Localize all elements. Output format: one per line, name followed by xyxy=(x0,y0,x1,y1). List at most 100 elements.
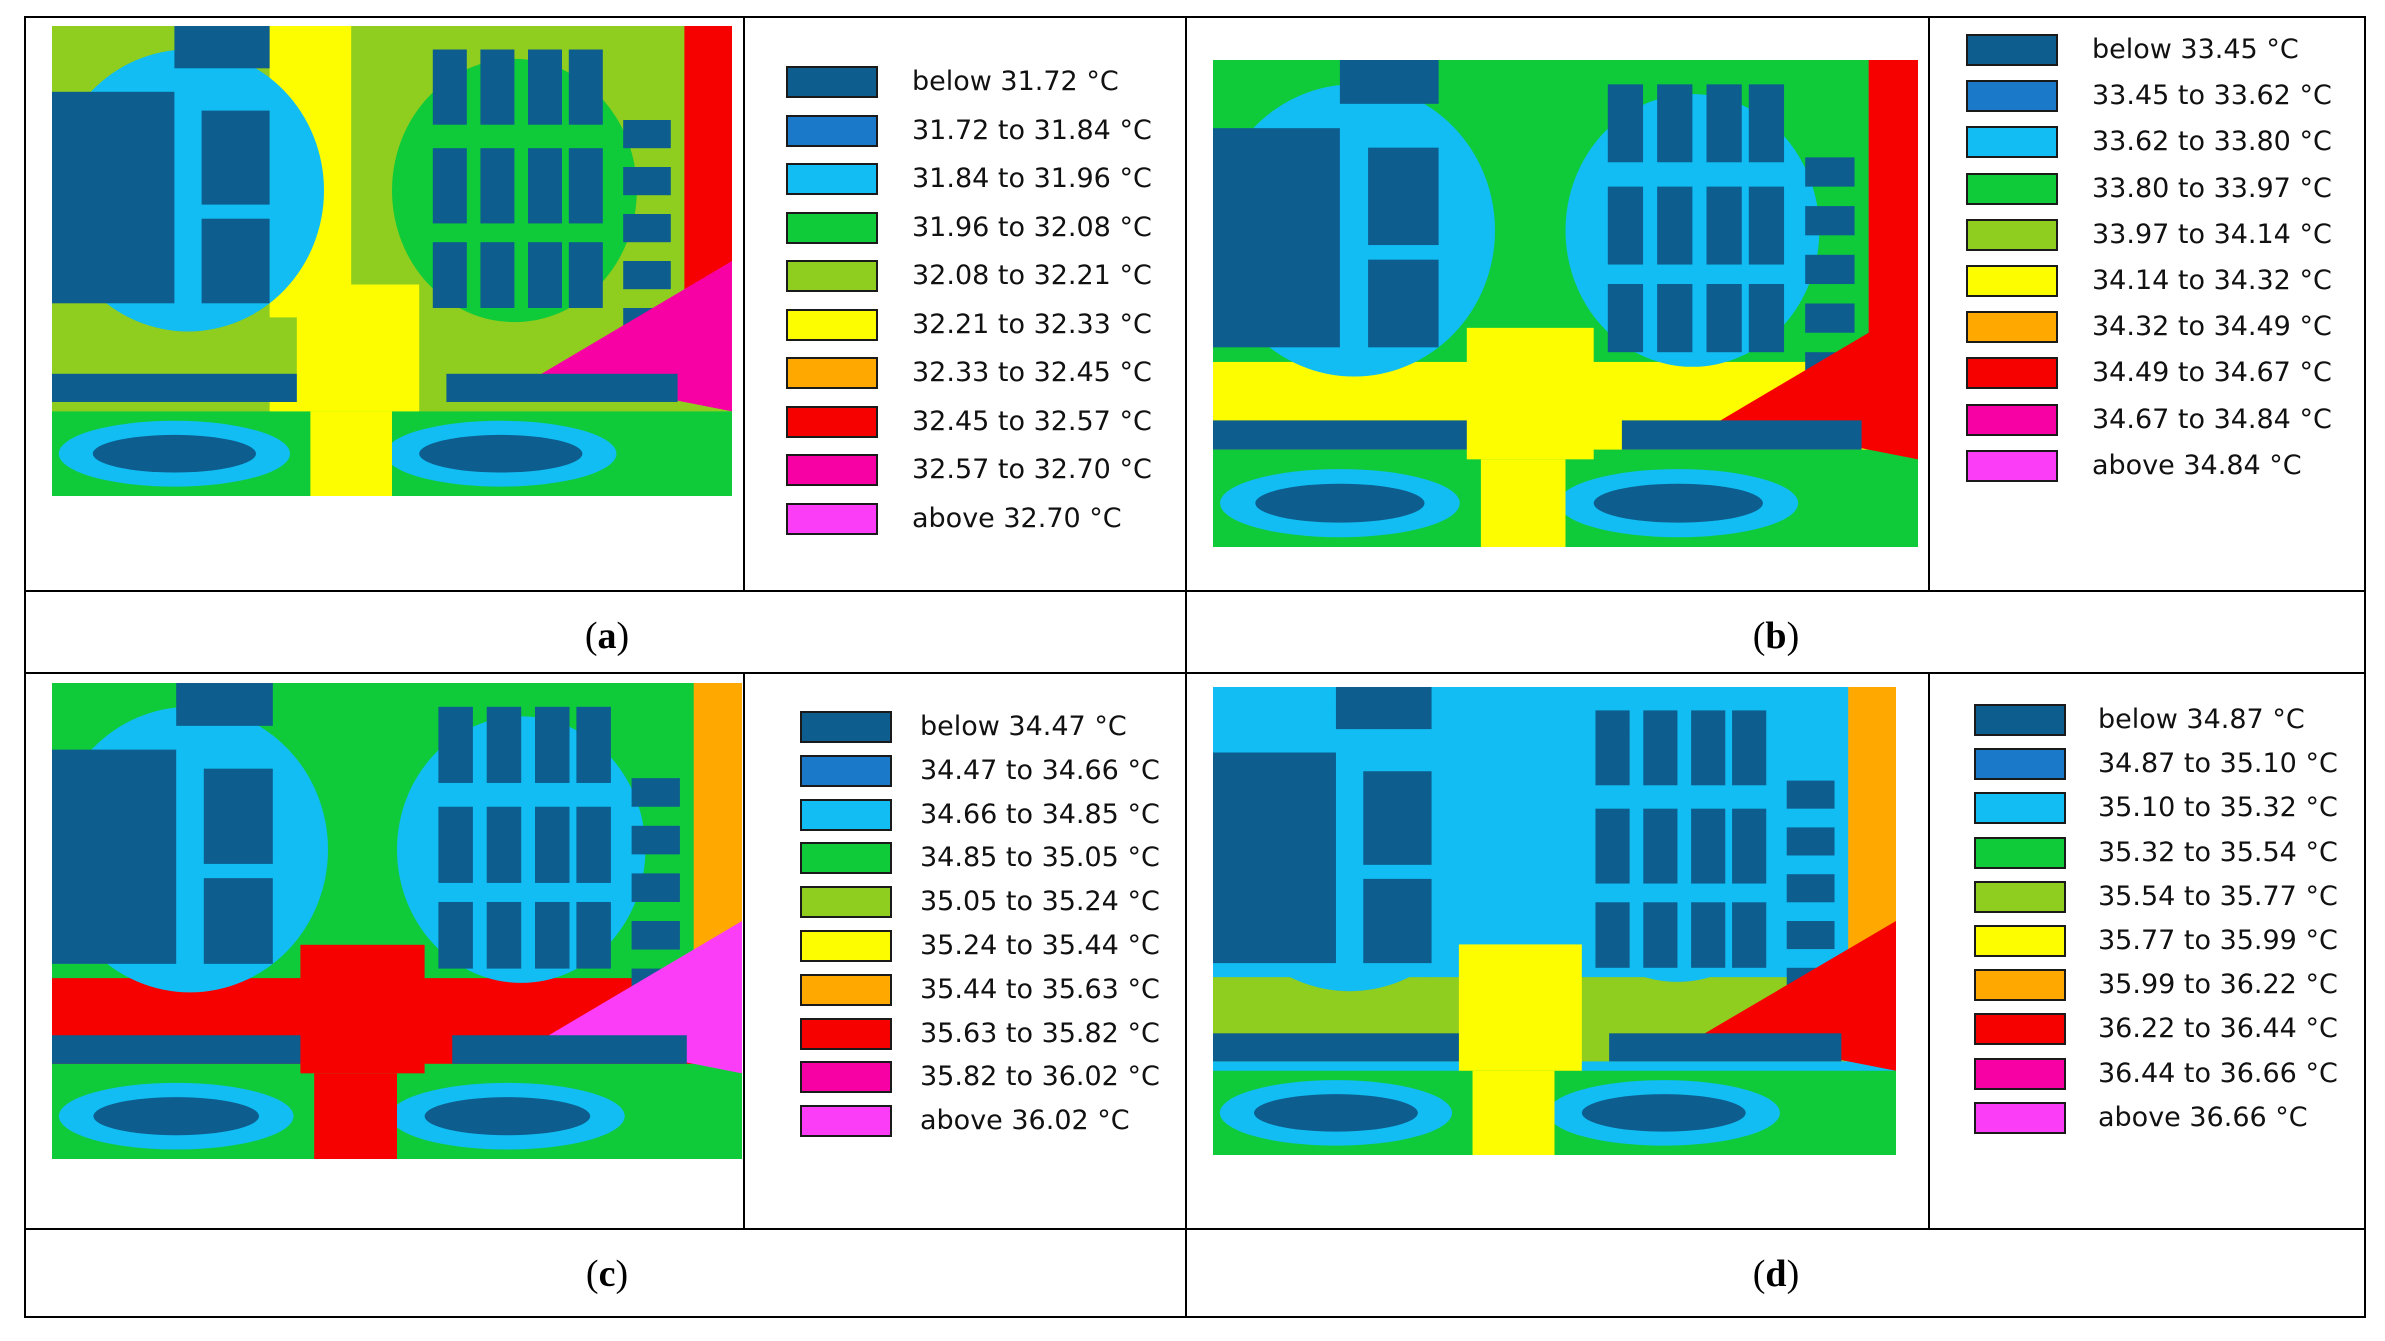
legend-swatch xyxy=(1974,748,2066,781)
heatmap-building xyxy=(438,706,473,783)
legend-label: 34.67 to 34.84 °C xyxy=(2092,403,2332,435)
legend-label: 33.62 to 33.80 °C xyxy=(2092,126,2332,158)
heatmap-building xyxy=(1643,808,1678,884)
legend-label: 31.84 to 31.96 °C xyxy=(912,163,1152,194)
heatmap-building xyxy=(631,825,680,855)
heatmap-building xyxy=(631,921,680,950)
legend-swatch xyxy=(786,405,878,438)
heatmap-building xyxy=(1748,84,1785,163)
legend-swatch xyxy=(800,842,892,875)
legend-swatch xyxy=(1966,218,2058,251)
legend-label: 32.21 to 32.33 °C xyxy=(912,308,1152,340)
heatmap-building xyxy=(1691,808,1726,884)
heatmap-building xyxy=(203,878,273,964)
divider-vertical-left xyxy=(743,16,745,592)
legend-label: 31.72 to 31.84 °C xyxy=(912,114,1152,146)
heatmap-building xyxy=(1805,303,1855,333)
panel-a-legend: below 31.72 °C 31.72 to 31.84 °C 31.84 to … xyxy=(786,62,1186,562)
legend-swatch xyxy=(786,163,878,195)
heatmap-building xyxy=(1786,780,1835,809)
legend-swatch xyxy=(1974,925,2066,957)
legend-swatch xyxy=(786,357,878,389)
legend-swatch xyxy=(800,1105,892,1138)
heatmap-building xyxy=(432,148,467,224)
heatmap-building xyxy=(1657,284,1693,353)
heatmap-building xyxy=(52,749,177,964)
legend-label: 35.10 to 35.32 °C xyxy=(2098,792,2338,824)
heatmap-water xyxy=(1255,483,1425,523)
legend-swatch xyxy=(1974,880,2066,913)
heatmap-water xyxy=(1593,483,1763,523)
legend-swatch xyxy=(1966,34,2058,66)
legend-label: 35.24 to 35.44 °C xyxy=(920,930,1160,961)
heatmap-building xyxy=(576,806,611,883)
heatmap-building xyxy=(1621,420,1862,450)
heatmap-building xyxy=(1805,157,1855,187)
heatmap-building xyxy=(528,49,562,125)
legend-label: 34.32 to 34.49 °C xyxy=(2092,311,2332,343)
heatmap-building xyxy=(480,49,515,125)
legend-swatch xyxy=(1966,80,2058,113)
legend-swatch xyxy=(786,308,878,341)
caption-d: (d) xyxy=(1752,1253,1800,1295)
legend-label: above 36.66 °C xyxy=(2098,1101,2308,1133)
heatmap-building xyxy=(1363,878,1432,964)
heatmap-building xyxy=(623,214,671,243)
heatmap-building xyxy=(623,167,671,196)
legend-swatch xyxy=(1966,126,2058,159)
heatmap-building xyxy=(568,49,603,125)
heatmap-building xyxy=(52,373,297,402)
legend-label: 32.33 to 32.45 °C xyxy=(912,357,1152,388)
heatmap-building xyxy=(1732,710,1767,786)
legend-label: 35.05 to 35.24 °C xyxy=(920,886,1160,918)
heatmap-hot-zone xyxy=(1480,459,1566,547)
heatmap-building xyxy=(1748,284,1785,353)
legend-label: 34.85 to 35.05 °C xyxy=(920,842,1160,874)
heatmap-building xyxy=(1732,808,1767,884)
heatmap-building xyxy=(1786,874,1835,903)
legend-swatch xyxy=(1966,311,2058,344)
legend-swatch xyxy=(800,1061,892,1094)
heatmap-building xyxy=(1657,186,1693,265)
heatmap-building xyxy=(1213,1033,1459,1062)
heatmap-building xyxy=(1607,186,1644,265)
heatmap-building xyxy=(1609,1033,1842,1062)
legend-label: 35.44 to 35.63 °C xyxy=(920,973,1160,1005)
legend-swatch xyxy=(1966,265,2058,297)
heatmap-building xyxy=(568,242,603,308)
panel-d-legend: below 34.87 °C 34.87 to 35.10 °C 35.10 to … xyxy=(1974,700,2374,1200)
heatmap-svg xyxy=(52,26,732,496)
heatmap-building xyxy=(1339,60,1439,104)
divider-vertical-center xyxy=(1185,16,1187,1318)
legend-label: 36.44 to 36.66 °C xyxy=(2098,1057,2338,1089)
figure-table xyxy=(24,16,2366,1318)
heatmap-building xyxy=(623,261,671,290)
heatmap-svg xyxy=(52,683,742,1159)
caption-b: (b) xyxy=(1752,615,1800,657)
legend-swatch xyxy=(786,454,878,486)
panel-b-legend: below 33.45 °C 33.45 to 33.62 °C 33.62 to … xyxy=(1966,30,2366,530)
heatmap-building xyxy=(1643,902,1678,968)
heatmap-building xyxy=(1595,710,1630,786)
heatmap-building xyxy=(52,1035,301,1064)
heatmap-building xyxy=(528,242,562,308)
legend-swatch xyxy=(1966,357,2058,390)
heatmap-hot-zone xyxy=(310,411,392,496)
legend-label: 35.32 to 35.54 °C xyxy=(2098,836,2338,868)
heatmap-building xyxy=(1748,186,1785,265)
legend-label: 33.80 to 33.97 °C xyxy=(2092,172,2332,204)
heatmap-building xyxy=(1335,687,1432,730)
legend-label: 34.87 to 35.10 °C xyxy=(2098,748,2338,780)
heatmap-building xyxy=(631,778,680,807)
heatmap-hot-zone xyxy=(314,1073,397,1159)
legend-label: 34.66 to 34.85 °C xyxy=(920,798,1160,830)
heatmap-water xyxy=(1581,1094,1746,1132)
legend-label: 32.08 to 32.21 °C xyxy=(912,260,1152,291)
heatmap-building xyxy=(1213,420,1467,450)
legend-label: below 31.72 °C xyxy=(912,66,1119,97)
legend-label: 35.99 to 36.22 °C xyxy=(2098,969,2338,1001)
legend-swatch xyxy=(1974,704,2066,736)
divider-horizontal-1 xyxy=(24,590,2366,592)
legend-swatch xyxy=(1974,1057,2066,1090)
panel-a-map xyxy=(52,26,732,496)
